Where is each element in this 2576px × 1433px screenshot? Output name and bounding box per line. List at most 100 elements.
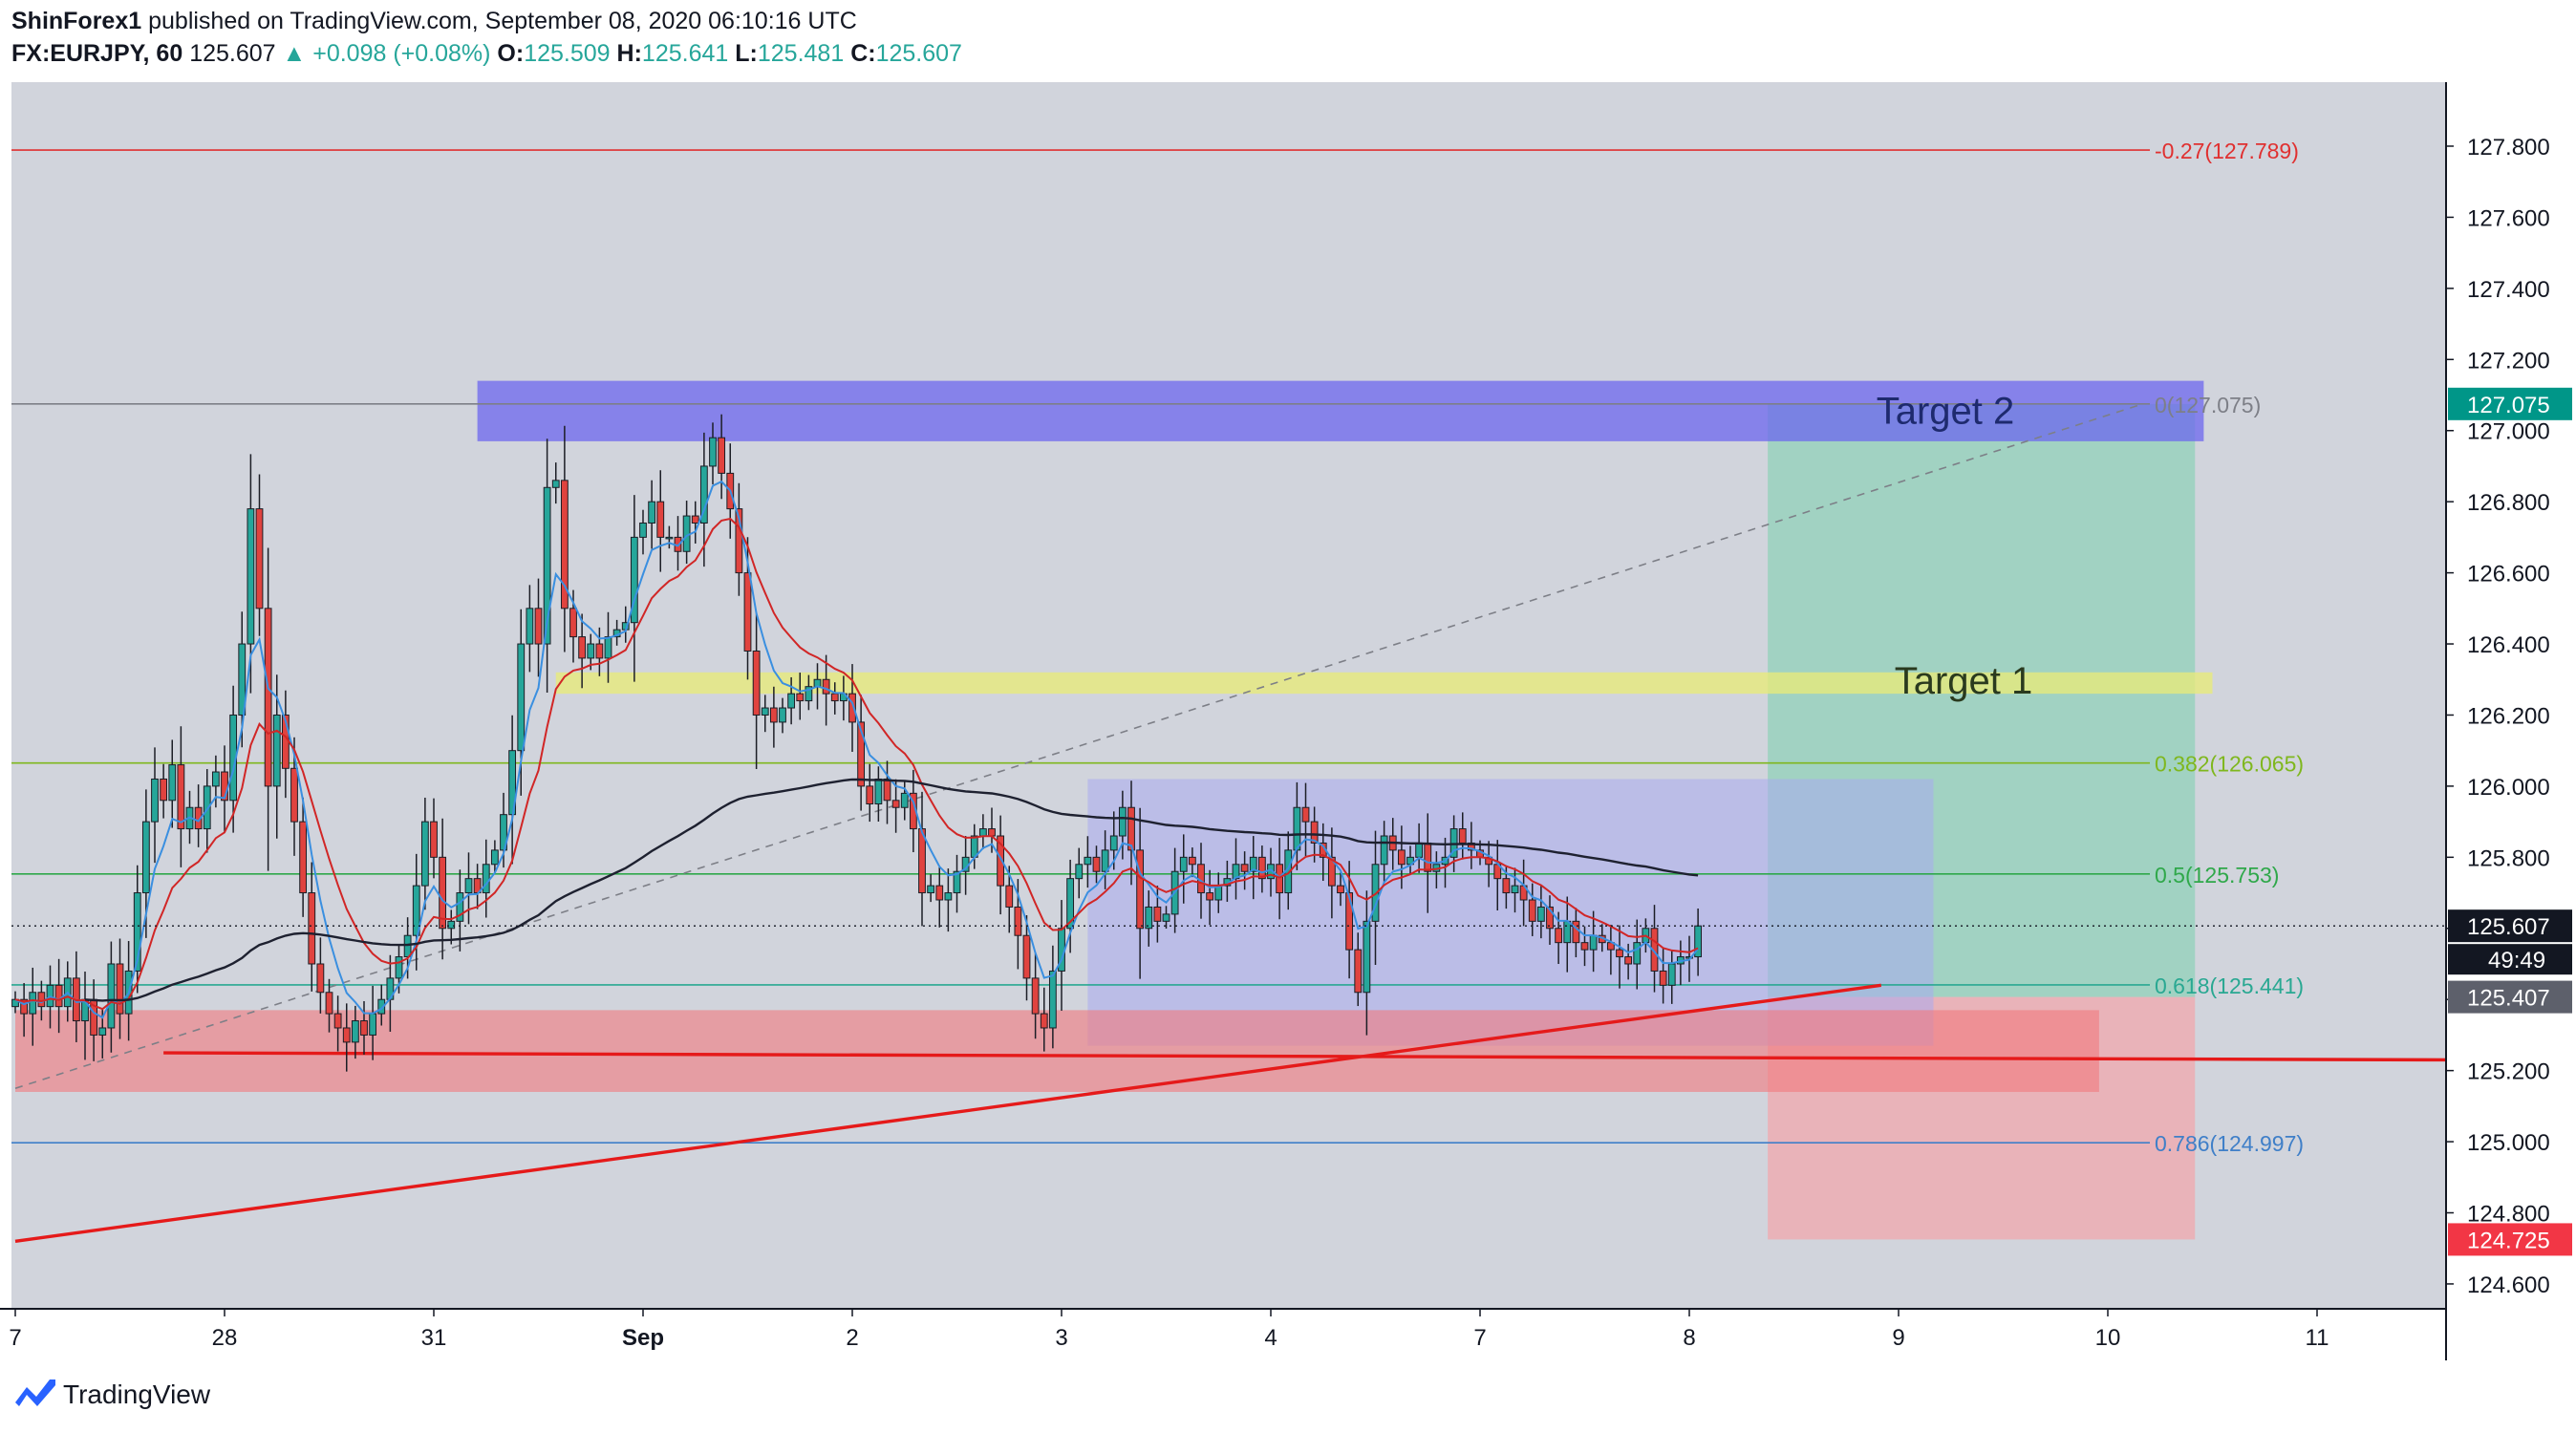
candle — [447, 909, 456, 945]
candle-body — [490, 849, 499, 866]
candle — [1101, 830, 1109, 889]
candle — [1066, 859, 1075, 953]
candle — [1179, 834, 1188, 904]
candle-body — [264, 608, 272, 787]
candle-body — [308, 892, 316, 965]
open-label: O: — [497, 40, 525, 67]
candle — [779, 697, 786, 734]
candle-body — [447, 920, 456, 930]
last-price-tag-bg — [2448, 909, 2572, 943]
candle-body — [1633, 942, 1642, 965]
candle-body — [141, 821, 150, 894]
candle — [333, 995, 342, 1052]
candle-body — [1528, 899, 1536, 922]
candle-body — [1337, 885, 1344, 894]
candle-body — [1249, 856, 1257, 872]
candle — [177, 726, 185, 867]
candle-body — [1458, 828, 1467, 844]
candle — [377, 984, 386, 1026]
candle — [761, 695, 769, 733]
time-tick-label: 2 — [846, 1325, 858, 1351]
price-tick-label: 124.800 — [2467, 1202, 2550, 1228]
chart-header: ShinForex1 published on TradingView.com,… — [0, 0, 2576, 82]
candle-body — [395, 956, 403, 979]
candle — [769, 686, 778, 748]
candle-body — [247, 508, 255, 645]
time-tick-label: 4 — [1264, 1325, 1277, 1351]
candle — [604, 611, 612, 683]
price-tick-label: 127.400 — [2467, 277, 2550, 303]
candle — [543, 438, 551, 694]
candle-body — [177, 764, 185, 830]
candle-body — [595, 643, 604, 659]
candle-body — [133, 892, 141, 972]
candle-body — [874, 778, 883, 805]
candle-body — [1118, 806, 1127, 837]
candle-body — [752, 650, 761, 716]
candle — [534, 578, 543, 677]
candle-body — [665, 536, 674, 540]
candle-body — [20, 998, 29, 1015]
symbol-name[interactable]: FX:EURJPY, 60 — [11, 40, 183, 67]
candle — [595, 627, 604, 676]
candle — [796, 673, 805, 720]
candle — [20, 983, 29, 1037]
close-label: C: — [850, 40, 876, 67]
candle — [639, 509, 647, 555]
candle-body — [891, 800, 900, 808]
candle — [456, 869, 464, 952]
candle — [648, 480, 656, 549]
tradingview-logo-icon[interactable] — [11, 1374, 57, 1412]
slow-ma-line — [84, 778, 1699, 1002]
candle-body — [1136, 849, 1145, 930]
candle — [1206, 869, 1214, 926]
candle — [1363, 890, 1371, 1036]
candle-body — [1536, 906, 1545, 922]
candle-body — [1048, 970, 1057, 1029]
time-tick-label: 11 — [2306, 1325, 2329, 1351]
candle-body — [1659, 970, 1667, 986]
candle — [1240, 851, 1249, 890]
candle — [848, 664, 856, 752]
candle-body — [1310, 821, 1319, 844]
candle-body — [953, 870, 961, 894]
candle — [1249, 836, 1257, 900]
candle — [1345, 861, 1354, 979]
range-box — [1087, 779, 1934, 1046]
candle — [133, 865, 141, 994]
author-name[interactable]: ShinForex1 — [11, 8, 142, 34]
candle-body — [988, 828, 996, 837]
candle-body — [743, 572, 752, 652]
candle — [1528, 883, 1536, 936]
last-price-tag: 125.607 — [2467, 914, 2550, 940]
candle — [1188, 847, 1196, 878]
candle-body — [1580, 942, 1589, 951]
open-value: 125.509 — [524, 40, 611, 67]
candle — [691, 501, 699, 544]
candle — [1257, 845, 1266, 893]
tradingview-brand[interactable]: TradingView — [63, 1380, 211, 1409]
candle — [953, 854, 961, 913]
candle-body — [534, 608, 543, 645]
candle — [264, 547, 272, 871]
candle — [1485, 841, 1493, 888]
candle-body — [604, 636, 612, 659]
candle-body — [735, 508, 743, 574]
candle-body — [787, 693, 796, 709]
low-value: 125.481 — [757, 40, 845, 67]
price-tick-label: 127.600 — [2467, 205, 2550, 231]
candle — [308, 862, 316, 992]
candle — [578, 613, 587, 689]
candle-body — [927, 885, 935, 894]
candle-body — [1066, 878, 1075, 930]
candle-body — [203, 785, 211, 830]
candle — [997, 815, 1005, 915]
time-tick-label: 31 — [421, 1325, 447, 1351]
candle — [1031, 952, 1040, 1039]
candle-body — [944, 892, 953, 901]
price-change: ▲ +0.098 (+0.08%) — [282, 40, 491, 67]
candle-body — [587, 643, 595, 659]
candle — [891, 779, 900, 833]
candle-body — [456, 892, 464, 922]
